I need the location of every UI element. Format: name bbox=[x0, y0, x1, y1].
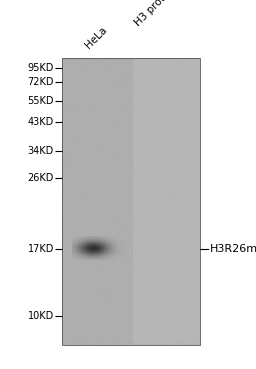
Text: H3 protein: H3 protein bbox=[133, 0, 179, 28]
Text: 95KD: 95KD bbox=[28, 63, 54, 73]
Text: 26KD: 26KD bbox=[28, 173, 54, 183]
Text: 10KD: 10KD bbox=[28, 311, 54, 321]
Text: HeLa: HeLa bbox=[83, 24, 109, 50]
Text: 34KD: 34KD bbox=[28, 146, 54, 156]
Text: H3R26me2s: H3R26me2s bbox=[210, 244, 256, 254]
Text: 17KD: 17KD bbox=[28, 244, 54, 254]
Bar bbox=[62, 58, 200, 345]
Text: 43KD: 43KD bbox=[28, 117, 54, 127]
Text: 72KD: 72KD bbox=[27, 77, 54, 87]
Text: 55KD: 55KD bbox=[27, 96, 54, 106]
